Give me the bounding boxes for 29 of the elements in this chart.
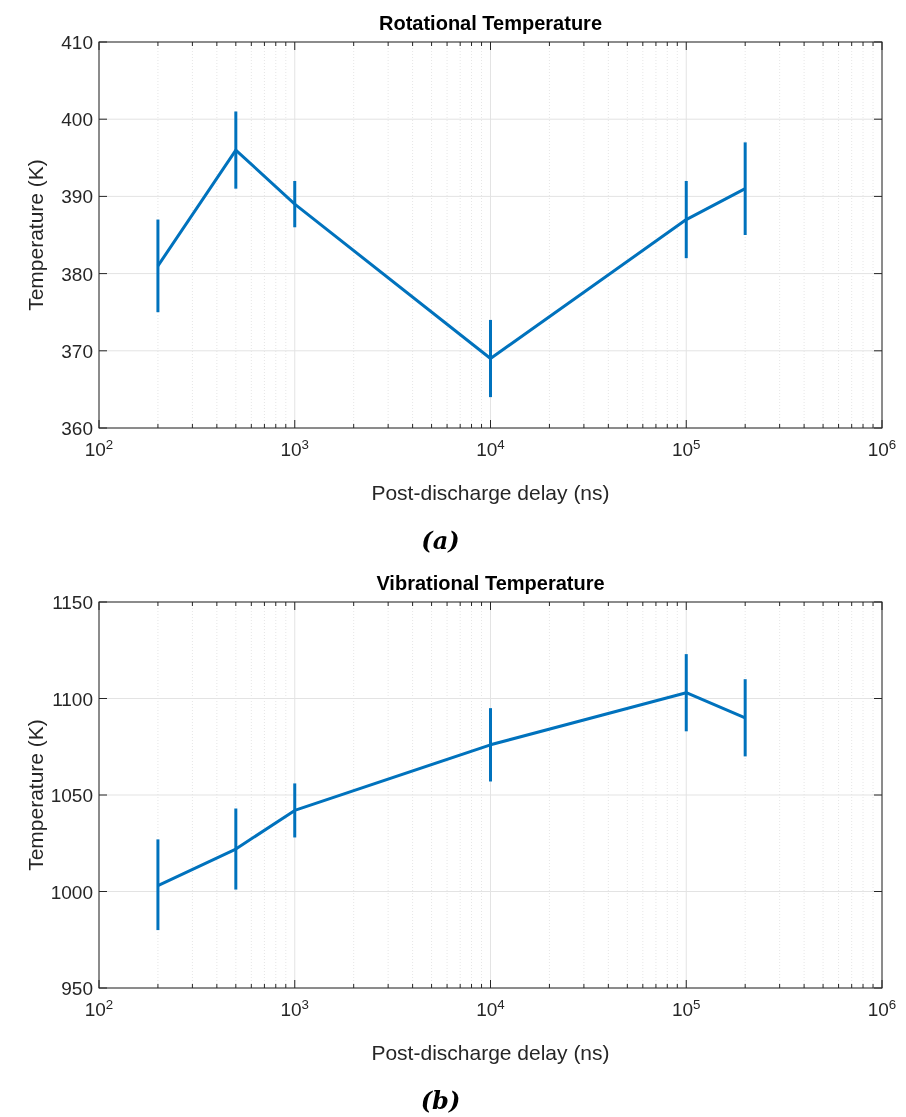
x-tick-label: 10$^{2}$ — [84, 996, 114, 1020]
x-tick-label: 10$^{3}$ — [280, 996, 310, 1020]
x-tick-label: 10$^{6}$ — [867, 436, 897, 460]
y-tick-label: 410 — [61, 32, 93, 53]
text: (b) — [420, 1086, 461, 1115]
y-tick-label: 950 — [61, 978, 93, 999]
x-tick-label: 10$^{5}$ — [671, 436, 701, 460]
x-tick-label: 10$^{4}$ — [476, 436, 505, 460]
x-axis-title: Post-discharge delay (ns) — [371, 481, 610, 504]
x-tick-label: 10$^{4}$ — [476, 996, 505, 1020]
y-tick-label: 1150 — [52, 592, 93, 613]
y-tick-label: 1100 — [52, 688, 93, 710]
x-tick-label: 10$^{6}$ — [867, 996, 897, 1020]
text: (a) — [421, 526, 460, 555]
y-tick-label: 360 — [61, 418, 93, 439]
x-tick-label: 10$^{3}$ — [280, 436, 310, 460]
y-tick-label: 370 — [61, 340, 93, 362]
x-axis-title: Post-discharge delay (ns) — [371, 1041, 610, 1064]
chart-title: Rotational Temperature — [379, 12, 602, 34]
x-tick-label: 10$^{2}$ — [84, 436, 114, 460]
x-tick-label: 10$^{5}$ — [671, 996, 701, 1020]
y-axis-title: Temperature (K) — [24, 159, 47, 311]
y-tick-label: 1050 — [50, 785, 93, 806]
y-tick-label: 380 — [61, 263, 93, 285]
y-tick-label: 1000 — [50, 881, 93, 903]
y-axis-title: Temperature (K) — [24, 719, 47, 871]
y-tick-label: 400 — [61, 109, 93, 131]
chart-title: Vibrational Temperature — [376, 572, 605, 594]
y-tick-label: 390 — [61, 186, 93, 208]
